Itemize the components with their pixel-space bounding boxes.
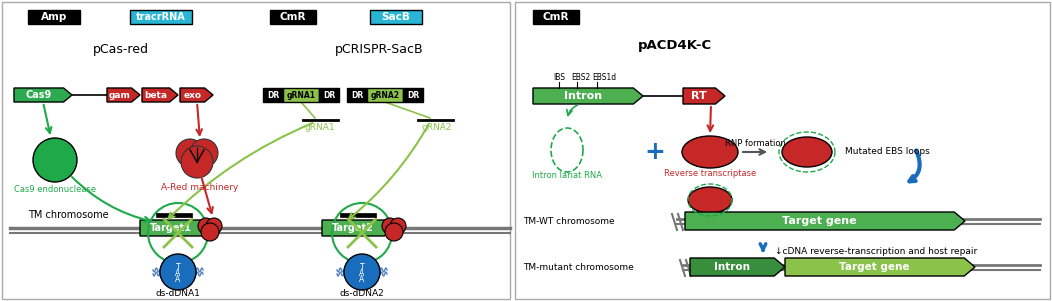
Text: Intron lariat RNA: Intron lariat RNA (532, 170, 602, 179)
Text: Target gene: Target gene (839, 262, 910, 272)
Text: EBS1d: EBS1d (592, 73, 616, 82)
Bar (263, 88, 283, 102)
Bar (370, 10, 422, 24)
Text: Intron: Intron (564, 91, 602, 101)
Polygon shape (685, 212, 965, 230)
Polygon shape (180, 88, 213, 102)
Polygon shape (14, 88, 72, 102)
Polygon shape (683, 88, 725, 104)
Text: T: T (176, 263, 180, 272)
Text: gRNA2: gRNA2 (370, 91, 400, 100)
Text: TM chromosome: TM chromosome (28, 210, 108, 220)
Circle shape (344, 254, 380, 290)
Text: pCRISPR-SacB: pCRISPR-SacB (335, 44, 423, 57)
Text: DR: DR (351, 91, 363, 100)
Text: TM-mutant chromosome: TM-mutant chromosome (523, 263, 633, 272)
Text: exo: exo (183, 91, 201, 100)
Polygon shape (690, 258, 785, 276)
Bar (283, 88, 319, 102)
Circle shape (33, 138, 77, 182)
Text: SacB: SacB (382, 12, 410, 22)
Text: tracrRNA: tracrRNA (136, 12, 186, 22)
Bar (403, 88, 423, 102)
Bar (533, 10, 579, 24)
Text: DR: DR (323, 91, 336, 100)
Circle shape (385, 223, 403, 241)
Text: A: A (360, 269, 365, 278)
Text: A: A (360, 275, 365, 284)
Text: Target1: Target1 (150, 223, 193, 233)
Polygon shape (107, 88, 140, 102)
Text: T: T (360, 263, 364, 272)
Text: ↓cDNA reverse-transcription and host repair: ↓cDNA reverse-transcription and host rep… (775, 247, 977, 256)
Text: RT: RT (691, 91, 707, 101)
Polygon shape (140, 220, 213, 236)
Text: RNP formation: RNP formation (725, 138, 786, 147)
Text: Mutated EBS loops: Mutated EBS loops (845, 147, 930, 157)
Text: gam: gam (108, 91, 130, 100)
Circle shape (390, 218, 406, 234)
Text: gRNA2: gRNA2 (422, 123, 452, 132)
Bar (28, 10, 80, 24)
Text: A: A (176, 269, 181, 278)
Text: Amp: Amp (41, 12, 67, 22)
Text: A: A (176, 275, 181, 284)
Bar (367, 88, 403, 102)
Bar (156, 213, 193, 217)
Text: pCas-red: pCas-red (93, 44, 149, 57)
Circle shape (190, 139, 218, 167)
Text: TM-WT chromosome: TM-WT chromosome (523, 218, 614, 226)
Circle shape (382, 218, 398, 234)
Ellipse shape (682, 136, 739, 168)
Text: CmR: CmR (543, 12, 569, 22)
Text: CmR: CmR (280, 12, 306, 22)
Text: Cas9 endonuclease: Cas9 endonuclease (14, 185, 96, 194)
Text: A-Red machinery: A-Red machinery (161, 184, 239, 193)
Text: EBS2: EBS2 (571, 73, 590, 82)
Polygon shape (322, 220, 394, 236)
FancyBboxPatch shape (7, 7, 235, 115)
Text: gRNA1: gRNA1 (305, 123, 336, 132)
Ellipse shape (782, 137, 832, 167)
Text: +: + (645, 140, 666, 164)
Text: Target gene: Target gene (783, 216, 857, 226)
Text: Intron: Intron (714, 262, 750, 272)
Text: ds-dDNA1: ds-dDNA1 (156, 290, 201, 299)
Text: DR: DR (267, 91, 279, 100)
Bar (270, 10, 316, 24)
Text: IBS: IBS (553, 73, 565, 82)
Bar (515, 2, 1050, 299)
FancyBboxPatch shape (520, 7, 830, 115)
Ellipse shape (688, 187, 732, 213)
Polygon shape (785, 258, 975, 276)
Text: Target2: Target2 (332, 223, 375, 233)
Circle shape (176, 139, 204, 167)
Text: DR: DR (407, 91, 419, 100)
Text: beta: beta (144, 91, 167, 100)
Polygon shape (533, 88, 643, 104)
Circle shape (201, 223, 219, 241)
Circle shape (160, 254, 196, 290)
Bar (2, 2, 510, 299)
Circle shape (181, 146, 213, 178)
Bar (319, 88, 339, 102)
Circle shape (198, 218, 214, 234)
Text: pACD4K-C: pACD4K-C (638, 39, 712, 51)
Text: Cas9: Cas9 (25, 90, 52, 100)
Bar (347, 88, 367, 102)
FancyBboxPatch shape (255, 7, 503, 115)
Text: Reverse transcriptase: Reverse transcriptase (664, 169, 756, 178)
Polygon shape (142, 88, 178, 102)
Text: ds-dDNA2: ds-dDNA2 (340, 290, 384, 299)
Bar (130, 10, 193, 24)
Bar (340, 213, 376, 217)
Circle shape (206, 218, 222, 234)
Text: gRNA1: gRNA1 (286, 91, 316, 100)
